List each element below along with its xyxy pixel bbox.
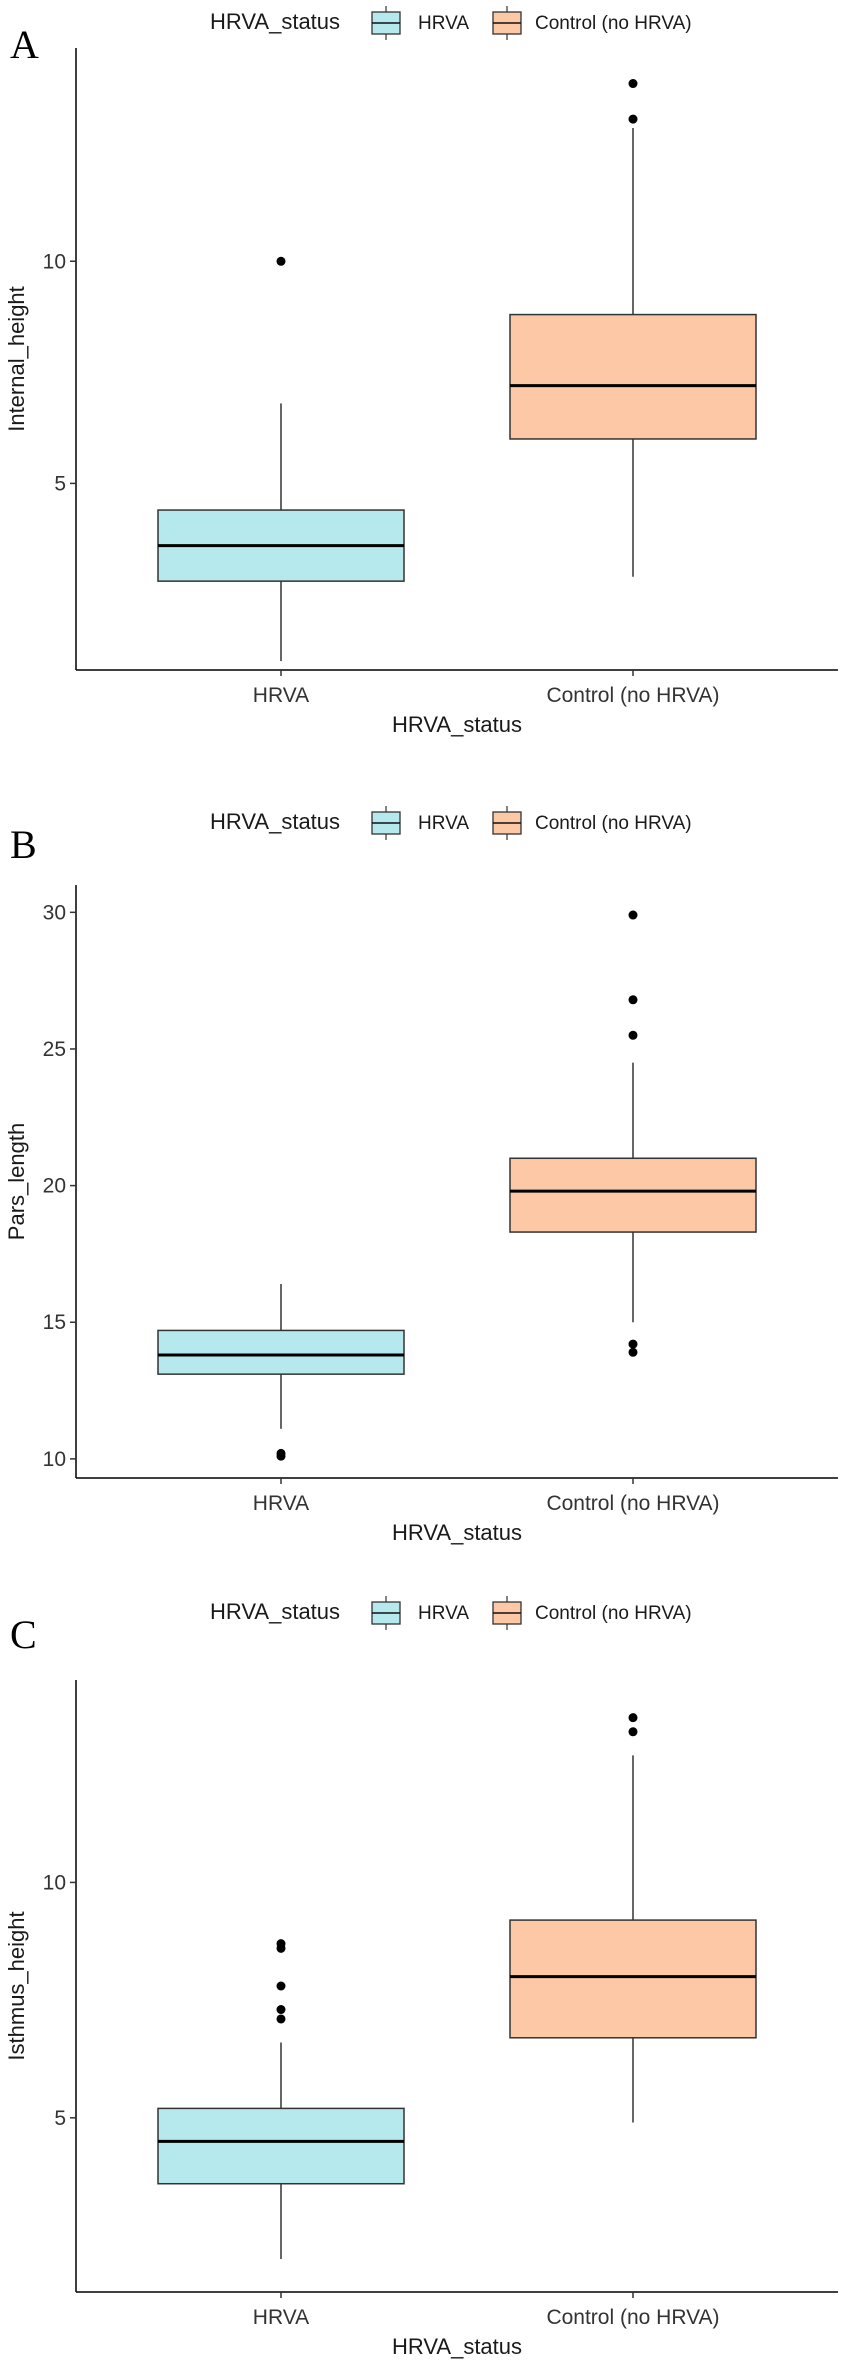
x-tick-label: HRVA: [253, 684, 309, 707]
y-axis-title: Internal_height: [4, 286, 29, 432]
legend-label-0: HRVA: [418, 1603, 469, 1624]
legend-title: HRVA_status: [210, 809, 340, 834]
box-iqr: [509, 313, 757, 440]
box-iqr: [157, 1329, 405, 1375]
panel-label: A: [10, 22, 39, 67]
y-axis-title: Pars_length: [4, 1123, 29, 1240]
y-axis-title: Isthmus_height: [4, 1911, 29, 2060]
outlier-point: [276, 256, 286, 266]
y-tick-label: 10: [43, 250, 66, 273]
x-tick-label: Control (no HRVA): [546, 684, 719, 707]
box-iqr: [509, 1919, 757, 2039]
box-iqr: [157, 2107, 405, 2185]
outlier-point: [628, 910, 638, 920]
chart-panel-c: C HRVA_status HRVA Control (no HRVA) 5 10 HRVA…: [4, 1596, 838, 2359]
outlier-point: [628, 79, 638, 89]
box-hrva: [157, 1283, 405, 1461]
chart-panel-a: A HRVA_status HRVA Control (no HRVA) 5 10 HRVA…: [4, 6, 838, 737]
legend-label-1: Control (no HRVA): [535, 1603, 692, 1624]
box-iqr: [509, 1157, 757, 1233]
y-tick-label: 30: [43, 901, 66, 924]
x-axis-title: HRVA_status: [392, 712, 522, 737]
x-tick-label: HRVA: [253, 1492, 309, 1515]
box-hrva: [157, 1939, 405, 2260]
outlier-point: [276, 1981, 286, 1991]
y-tick-label: 15: [43, 1311, 66, 1334]
outlier-point: [276, 2014, 286, 2024]
outlier-point: [628, 1030, 638, 1040]
outlier-point: [276, 1448, 286, 1458]
y-tick-label: 5: [54, 472, 66, 495]
outlier-point: [628, 114, 638, 124]
box-control: [509, 1713, 757, 2123]
outlier-point: [628, 995, 638, 1005]
x-tick-label: Control (no HRVA): [546, 1492, 719, 1515]
legend-label-1: Control (no HRVA): [535, 13, 692, 34]
y-tick-label: 5: [54, 2107, 66, 2130]
outlier-point: [276, 2005, 286, 2015]
outlier-point: [628, 1339, 638, 1349]
panel-label: C: [10, 1612, 37, 1657]
box-hrva: [157, 256, 405, 662]
outlier-point: [628, 1713, 638, 1723]
x-axis-title: HRVA_status: [392, 2334, 522, 2359]
legend-label-0: HRVA: [418, 813, 469, 834]
y-tick-label: 10: [43, 1871, 66, 1894]
outlier-point: [628, 1727, 638, 1737]
panel-label: B: [10, 822, 37, 867]
y-tick-label: 10: [43, 1448, 66, 1471]
legend-title: HRVA_status: [210, 9, 340, 34]
x-axis-title: HRVA_status: [392, 1520, 522, 1545]
outlier-point: [628, 1347, 638, 1357]
y-tick-label: 20: [43, 1175, 66, 1198]
x-tick-label: HRVA: [253, 2306, 309, 2329]
chart-panel-b: B HRVA_status HRVA Control (no HRVA) 10 15 20 2…: [4, 806, 838, 1545]
x-tick-label: Control (no HRVA): [546, 2306, 719, 2329]
outlier-point: [276, 1939, 286, 1949]
legend-label-0: HRVA: [418, 13, 469, 34]
box-control: [509, 910, 757, 1357]
box-control: [509, 79, 757, 577]
legend-title: HRVA_status: [210, 1599, 340, 1624]
legend-label-1: Control (no HRVA): [535, 813, 692, 834]
y-tick-label: 25: [43, 1038, 66, 1061]
